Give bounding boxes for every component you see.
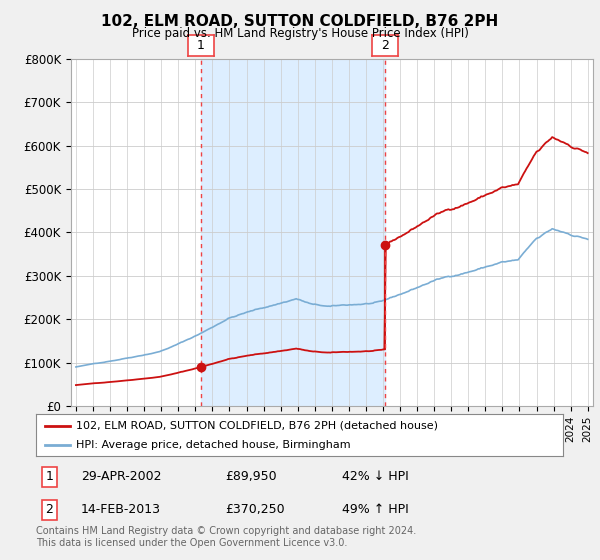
Text: 1: 1	[197, 39, 205, 52]
Text: 102, ELM ROAD, SUTTON COLDFIELD, B76 2PH: 102, ELM ROAD, SUTTON COLDFIELD, B76 2PH	[101, 14, 499, 29]
Text: HPI: Average price, detached house, Birmingham: HPI: Average price, detached house, Birm…	[76, 440, 350, 450]
Text: 2: 2	[45, 503, 53, 516]
Text: 49% ↑ HPI: 49% ↑ HPI	[341, 503, 408, 516]
Text: 42% ↓ HPI: 42% ↓ HPI	[341, 470, 408, 483]
Bar	[201, 59, 385, 406]
Text: 1: 1	[45, 470, 53, 483]
Text: £89,950: £89,950	[226, 470, 277, 483]
Text: 14-FEB-2013: 14-FEB-2013	[81, 503, 161, 516]
Text: 29-APR-2002: 29-APR-2002	[81, 470, 161, 483]
Text: £370,250: £370,250	[226, 503, 285, 516]
Text: 102, ELM ROAD, SUTTON COLDFIELD, B76 2PH (detached house): 102, ELM ROAD, SUTTON COLDFIELD, B76 2PH…	[76, 421, 437, 431]
Text: Contains HM Land Registry data © Crown copyright and database right 2024.
This d: Contains HM Land Registry data © Crown c…	[36, 526, 416, 548]
Text: Price paid vs. HM Land Registry's House Price Index (HPI): Price paid vs. HM Land Registry's House …	[131, 27, 469, 40]
Text: 2: 2	[381, 39, 389, 52]
